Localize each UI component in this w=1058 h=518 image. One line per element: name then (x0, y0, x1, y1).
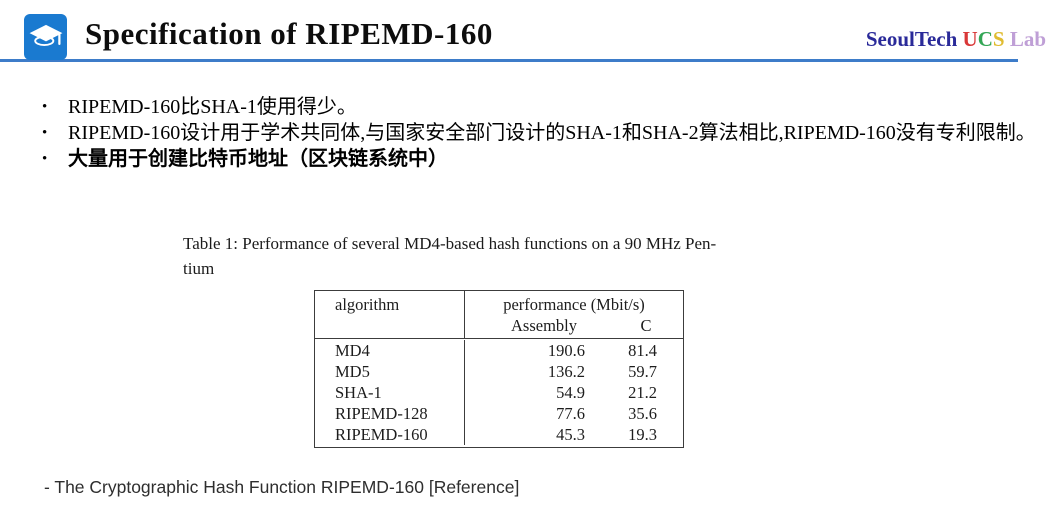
reference-text: - The Cryptographic Hash Function RIPEMD… (44, 477, 520, 497)
cell-c: 35.6 (628, 404, 657, 423)
logo-lab: Lab (1009, 27, 1046, 51)
table-row: SHA-1 54.9 21.2 (315, 382, 683, 403)
logo-u: U (962, 27, 978, 51)
header-algorithm: algorithm (315, 291, 465, 338)
performance-table: algorithm performance (Mbit/s) Assembly … (314, 290, 684, 448)
table-caption: Table 1: Performance of several MD4-base… (183, 231, 843, 281)
cell-assembly: 45.3 (556, 425, 585, 444)
bullet-item: • RIPEMD-160比SHA-1使用得少。 (42, 94, 1042, 120)
cell-c: 81.4 (628, 341, 657, 360)
table-subheader: Assembly C (465, 315, 683, 336)
table-row: MD4 190.6 81.4 (315, 340, 683, 361)
table-row: RIPEMD-160 45.3 19.3 (315, 424, 683, 445)
cell-algorithm: RIPEMD-128 (315, 403, 465, 424)
cell-algorithm: MD5 (315, 361, 465, 382)
bullet-icon: • (42, 125, 48, 141)
table-body: MD4 190.6 81.4 MD5 136.2 59.7 SHA-1 54.9… (315, 340, 683, 447)
cell-algorithm: SHA-1 (315, 382, 465, 403)
header-performance: performance (Mbit/s) Assembly C (465, 291, 683, 338)
header-underline (0, 59, 1018, 62)
cell-c: 59.7 (628, 362, 657, 381)
cell-algorithm: RIPEMD-160 (315, 424, 465, 445)
bullet-icon: • (42, 151, 48, 167)
cell-algorithm: MD4 (315, 340, 465, 361)
cell-assembly: 54.9 (556, 383, 585, 402)
cell-c: 21.2 (628, 383, 657, 402)
cell-assembly: 77.6 (556, 404, 585, 423)
bullet-list: • RIPEMD-160比SHA-1使用得少。 • RIPEMD-160设计用于… (42, 94, 1042, 172)
logo-s: S (992, 27, 1005, 51)
page-title: Specification of RIPEMD-160 (85, 16, 493, 51)
graduation-cap-icon (24, 14, 67, 60)
bullet-item: • RIPEMD-160设计用于学术共同体,与国家安全部门设计的SHA-1和SH… (42, 120, 1042, 146)
table-row: MD5 136.2 59.7 (315, 361, 683, 382)
seoultech-ucs-lab-logo: SeoulTech UCS Lab (866, 27, 1046, 52)
bullet-item: • 大量用于创建比特币地址（区块链系统中） (42, 146, 1042, 172)
logo-seoultech: SeoulTech (865, 27, 958, 51)
cell-assembly: 136.2 (547, 362, 585, 381)
subheader-c: C (640, 316, 652, 335)
subheader-assembly: Assembly (511, 316, 577, 335)
bullet-text: RIPEMD-160比SHA-1使用得少。 (68, 96, 357, 118)
graduation-cap-glyph (29, 24, 62, 46)
table-caption-line2: tium (183, 259, 215, 278)
table-row: RIPEMD-128 77.6 35.6 (315, 403, 683, 424)
table-caption-line1: Table 1: Performance of several MD4-base… (183, 234, 717, 253)
header-performance-label: performance (Mbit/s) (503, 295, 645, 314)
bullet-text: RIPEMD-160设计用于学术共同体,与国家安全部门设计的SHA-1和SHA-… (68, 122, 1036, 144)
logo-c: C (977, 27, 993, 51)
cell-c: 19.3 (628, 425, 657, 444)
cell-assembly: 190.6 (547, 341, 585, 360)
bullet-icon: • (42, 99, 48, 115)
table-header: algorithm performance (Mbit/s) Assembly … (315, 291, 683, 339)
bullet-text: 大量用于创建比特币地址（区块链系统中） (68, 148, 448, 170)
